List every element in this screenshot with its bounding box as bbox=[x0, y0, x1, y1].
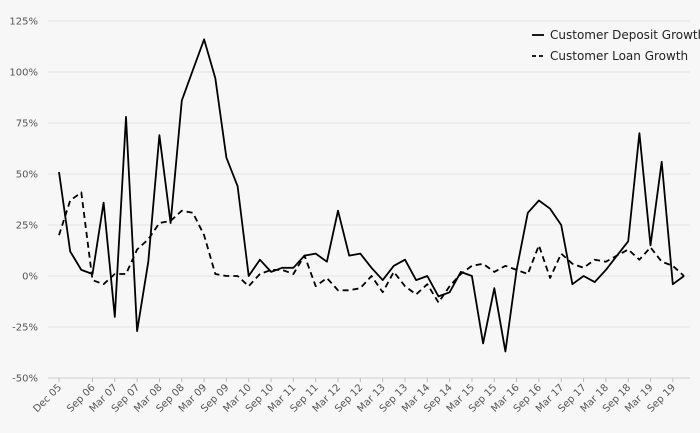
legend-label-customer-deposit-growth: Customer Deposit Growth bbox=[550, 28, 700, 42]
y-tick-label: 75% bbox=[16, 119, 38, 130]
y-tick-label: -25% bbox=[12, 323, 38, 334]
x-tick-label: Dec 05 bbox=[31, 382, 64, 415]
series-lines bbox=[58, 38, 685, 353]
y-tick-label: 125% bbox=[9, 17, 38, 28]
y-tick-label: 25% bbox=[16, 221, 38, 232]
y-tick-label: 0% bbox=[22, 272, 38, 283]
legend: Customer Deposit Growth Customer Loan Gr… bbox=[532, 28, 700, 63]
legend-label-customer-loan-growth: Customer Loan Growth bbox=[550, 49, 688, 63]
y-axis-tick-labels: 125% 100% 75% 50% 25% 0% -25% -50% bbox=[9, 17, 38, 385]
y-tick-label: 100% bbox=[9, 68, 38, 79]
grid-lines bbox=[48, 20, 690, 379]
series-line-customer-deposit-growth bbox=[58, 38, 685, 353]
y-tick-label: 50% bbox=[16, 170, 38, 181]
y-tick-label: -50% bbox=[12, 374, 38, 385]
series-line-customer-loan-growth bbox=[58, 191, 685, 304]
